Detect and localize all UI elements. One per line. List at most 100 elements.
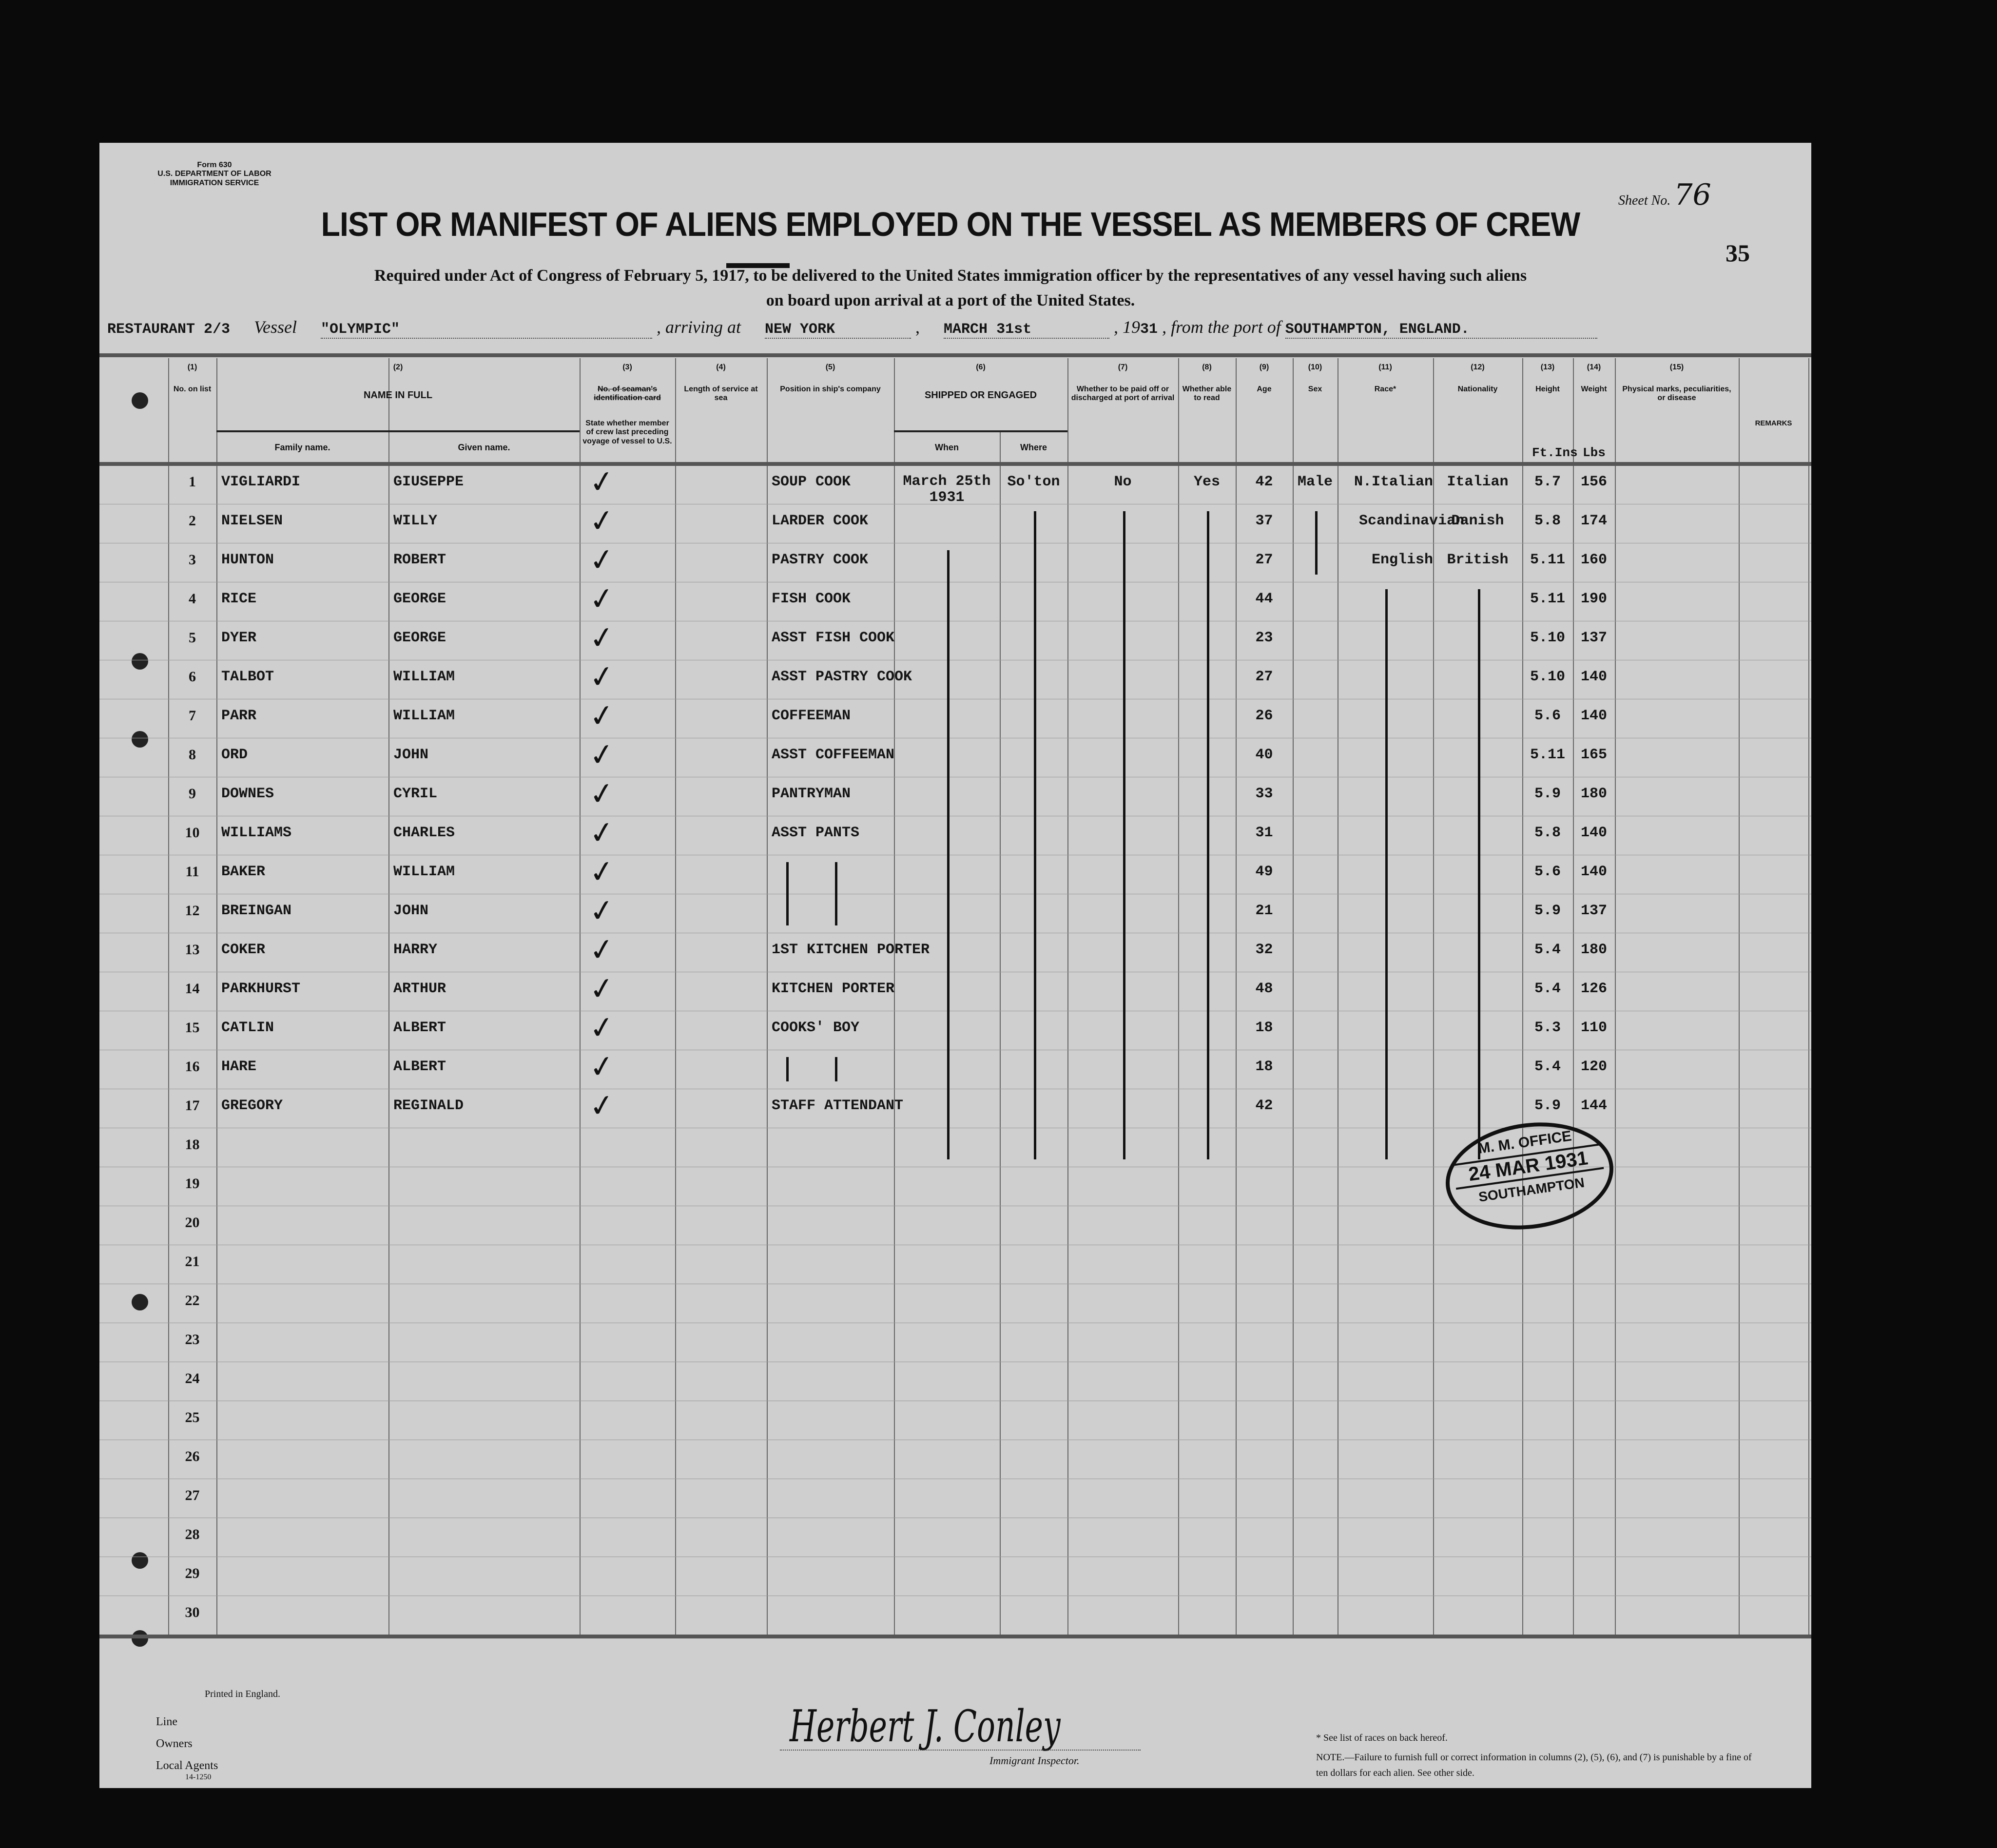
cell-family: HUNTON — [221, 552, 274, 568]
column-header-c5: Position in ship's company — [780, 385, 881, 393]
cell-given: JOHN — [393, 747, 429, 763]
cell-weight: 110 — [1580, 1020, 1607, 1036]
column-divider — [1522, 358, 1523, 1635]
cell-no: 28 — [185, 1526, 200, 1542]
cell-race: English — [1371, 552, 1433, 568]
check-mark-icon: ✓ — [587, 971, 617, 1008]
check-mark-icon: ✓ — [587, 1088, 617, 1125]
column-divider — [767, 358, 768, 1635]
year-prefix: , 19 — [1114, 317, 1141, 337]
cell-family: CATLIN — [221, 1020, 274, 1036]
cell-no: 24 — [185, 1370, 200, 1386]
cell-age: 42 — [1255, 474, 1273, 490]
column-divider — [1808, 358, 1809, 1635]
cell-age: 40 — [1255, 747, 1273, 763]
cell-weight: 180 — [1580, 942, 1607, 958]
cell-no: 7 — [189, 708, 196, 724]
penalty-note: NOTE.—Failure to furnish full or correct… — [1316, 1752, 1752, 1778]
form-number: Form 630 — [197, 161, 232, 169]
cell-position: ASST PASTRY COOK — [772, 669, 912, 685]
cell-given: ARTHUR — [393, 981, 446, 997]
cell-no: 29 — [185, 1565, 200, 1581]
cell-given: ROBERT — [393, 552, 446, 568]
column-header-c4: Length of service at sea — [684, 385, 758, 403]
cell-given: WILLIAM — [393, 669, 455, 685]
column-divider — [1000, 430, 1001, 1635]
cell-age: 27 — [1255, 669, 1273, 685]
printed-in: Printed in England. — [205, 1689, 280, 1699]
cell-no: 8 — [189, 747, 196, 763]
cell-age: 44 — [1255, 591, 1273, 607]
cell-family: COKER — [221, 942, 266, 958]
ditto-mark — [835, 862, 837, 925]
cell-family: BREINGAN — [221, 903, 292, 919]
check-mark-icon: ✓ — [587, 737, 617, 774]
cell-family: HARE — [221, 1059, 257, 1075]
column-number-c1: (1) — [187, 363, 197, 371]
column-header-c13: Height — [1535, 385, 1560, 393]
cell-no: 22 — [185, 1292, 200, 1309]
form-info: Form 630 U.S. DEPARTMENT OF LABOR IMMIGR… — [136, 161, 292, 188]
column-header-remarks: REMARKS — [1755, 419, 1792, 427]
cell-no: 12 — [185, 903, 200, 919]
column-number-c7: (7) — [1118, 363, 1128, 371]
arrival-year: 31 — [1140, 321, 1158, 338]
column-number-c2: (2) — [393, 363, 403, 371]
column-number-c14: (14) — [1587, 363, 1601, 371]
cell-age: 32 — [1255, 942, 1273, 958]
punch-hole — [132, 1552, 148, 1569]
cell-family: DOWNES — [221, 786, 274, 802]
cell-weight: 140 — [1580, 708, 1607, 724]
cell-no: 5 — [189, 630, 196, 646]
cell-no: 26 — [185, 1448, 200, 1464]
column-number-c12: (12) — [1471, 363, 1485, 371]
page-stamp-number: 35 — [1726, 239, 1750, 267]
column-header-c7: Whether to be paid off or discharged at … — [1071, 385, 1175, 403]
cell-age: 48 — [1255, 981, 1273, 997]
subtitle-line-1: Required under Act of Congress of Februa… — [374, 267, 1527, 285]
cell-no: 30 — [185, 1604, 200, 1620]
column-header-c3: State whether member of crew last preced… — [582, 419, 672, 445]
column-divider — [1573, 358, 1574, 1635]
ditto-mark — [835, 1057, 837, 1081]
cell-weight: 137 — [1580, 630, 1607, 646]
cell-height: 5.4 — [1534, 942, 1561, 958]
ditto-mark — [786, 1057, 789, 1081]
cell-no: 27 — [185, 1487, 200, 1503]
cell-no: 2 — [189, 513, 196, 529]
cell-height: 5.10 — [1530, 630, 1565, 646]
check-mark-icon: ✓ — [587, 698, 617, 735]
department: U.S. DEPARTMENT OF LABOR — [157, 170, 271, 178]
cell-no: 3 — [189, 552, 196, 568]
cell-family: DYER — [221, 630, 257, 646]
cell-height: 5.11 — [1530, 747, 1565, 763]
cell-when: March 25th 1931 — [903, 473, 991, 506]
sheet-no: 76 — [1674, 178, 1711, 212]
when-header: When — [935, 443, 959, 452]
cell-family: BAKER — [221, 864, 266, 880]
cell-no: 17 — [185, 1097, 200, 1114]
cell-position: PASTRY COOK — [772, 552, 869, 568]
cell-family: PARR — [221, 708, 257, 724]
punch-hole — [132, 1630, 148, 1647]
cell-weight: 174 — [1580, 513, 1607, 529]
column-number-c8: (8) — [1202, 363, 1212, 371]
check-mark-icon: ✓ — [587, 464, 617, 501]
page-title: LIST OR MANIFEST OF ALIENS EMPLOYED ON T… — [321, 205, 1581, 243]
cell-age: 49 — [1255, 864, 1273, 880]
manifest-sheet — [99, 143, 1811, 1788]
cell-race: Scandinavian — [1358, 513, 1464, 529]
cell-height: 5.9 — [1534, 903, 1561, 919]
header-bottom-rule — [99, 462, 1811, 466]
column-number-c11: (11) — [1378, 363, 1392, 371]
cell-no: 4 — [189, 591, 196, 607]
cell-age: 26 — [1255, 708, 1273, 724]
column-struck-label-c3: No. of seaman's identification card — [594, 385, 661, 403]
cell-position: PANTRYMAN — [772, 786, 851, 802]
table-bottom-rule — [99, 1635, 1811, 1638]
check-mark-icon: ✓ — [587, 620, 617, 657]
agents-label: Local Agents — [156, 1759, 218, 1772]
sheet-label: Sheet No. — [1618, 193, 1671, 208]
cell-age: 33 — [1255, 786, 1273, 802]
column-divider — [1615, 358, 1616, 1635]
